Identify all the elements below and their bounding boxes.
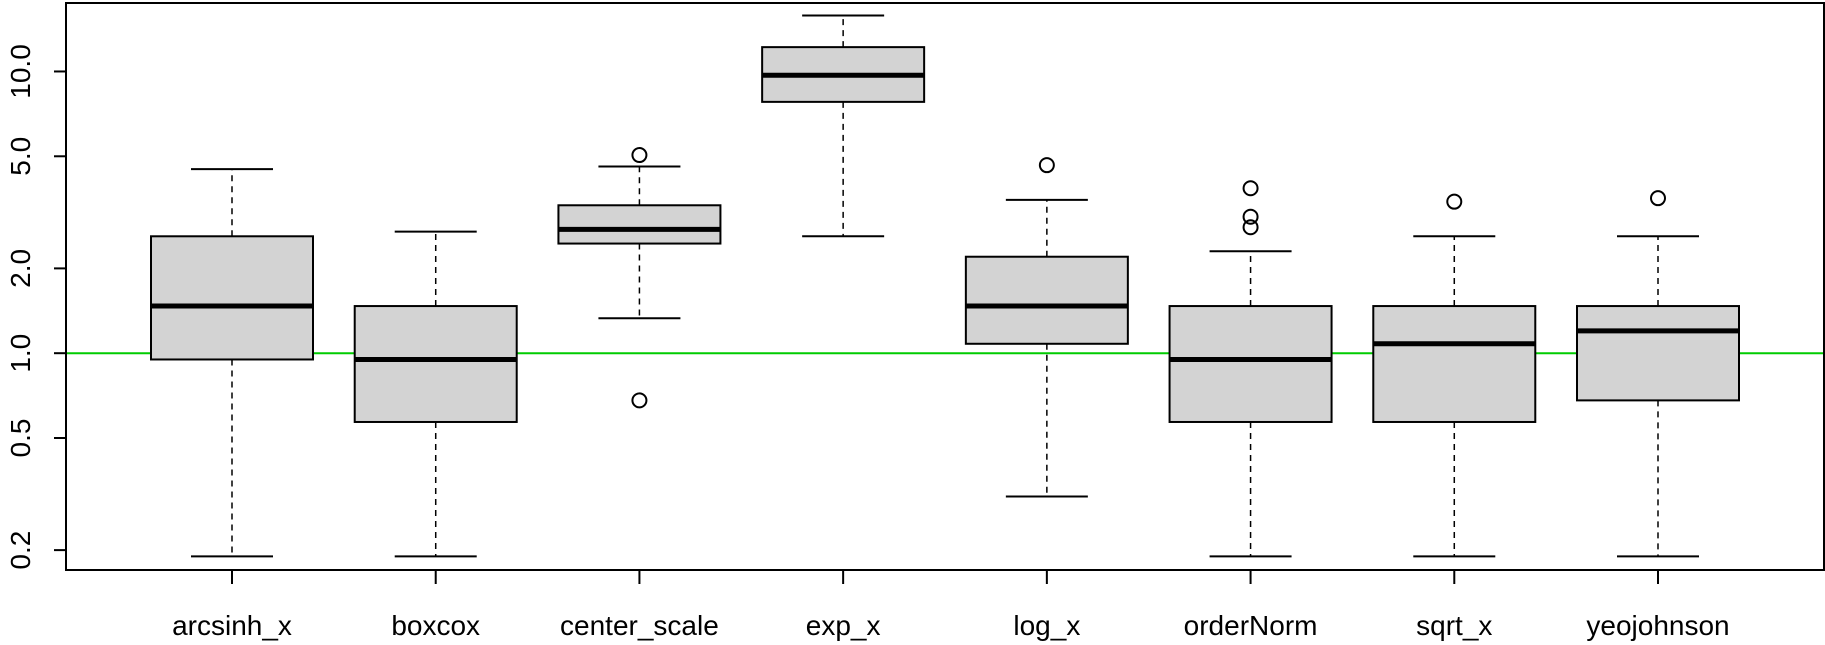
y-tick-label: 2.0 xyxy=(5,249,36,288)
iqr-box xyxy=(964,255,1129,345)
y-tick-label: 0.2 xyxy=(5,531,36,570)
outlier-point xyxy=(1242,208,1259,225)
x-tick-label: log_x xyxy=(1013,610,1080,641)
outlier-point xyxy=(1446,193,1463,210)
outlier-point xyxy=(1650,190,1666,207)
y-axis: 0.2 0.5 1.0 2.0 5.0 10.0 xyxy=(5,44,66,570)
outlier-point xyxy=(1242,219,1259,236)
x-tick-label: arcsinh_x xyxy=(172,610,292,641)
box-orderNorm xyxy=(1168,180,1333,558)
y-tick-label: 1.0 xyxy=(5,334,36,373)
boxes xyxy=(150,14,1740,558)
x-tick-label: exp_x xyxy=(806,610,881,641)
box-yeojohnson xyxy=(1576,190,1740,558)
box-boxcox xyxy=(353,230,518,558)
box-sqrt_x xyxy=(1372,193,1537,558)
iqr-box xyxy=(557,204,722,245)
x-tick-label: yeojohnson xyxy=(1586,610,1729,641)
iqr-box xyxy=(1372,305,1537,423)
y-tick-label: 0.5 xyxy=(5,419,36,458)
x-tick-label: boxcox xyxy=(391,610,480,641)
x-tick-label: center_scale xyxy=(560,610,719,641)
plot-frame xyxy=(65,2,1825,571)
y-tick-label: 10.0 xyxy=(5,44,36,99)
box-log_x xyxy=(964,157,1129,498)
x-axis: arcsinh_x boxcox center_scale exp_x log_x ord… xyxy=(172,570,1730,641)
iqr-box xyxy=(1168,305,1333,423)
x-tick-label: sqrt_x xyxy=(1416,610,1492,641)
y-tick-label: 5.0 xyxy=(5,137,36,176)
iqr-box xyxy=(1576,305,1740,402)
iqr-box xyxy=(353,305,518,423)
box-arcsinh_x xyxy=(150,168,314,558)
iqr-box xyxy=(150,235,314,361)
outlier-point xyxy=(1038,157,1055,174)
box-exp_x xyxy=(761,14,926,238)
outlier-point xyxy=(631,392,648,409)
outlier-point xyxy=(631,147,648,164)
box-center_scale xyxy=(557,147,722,409)
x-tick-label: orderNorm xyxy=(1184,610,1318,641)
outlier-point xyxy=(1242,180,1259,197)
